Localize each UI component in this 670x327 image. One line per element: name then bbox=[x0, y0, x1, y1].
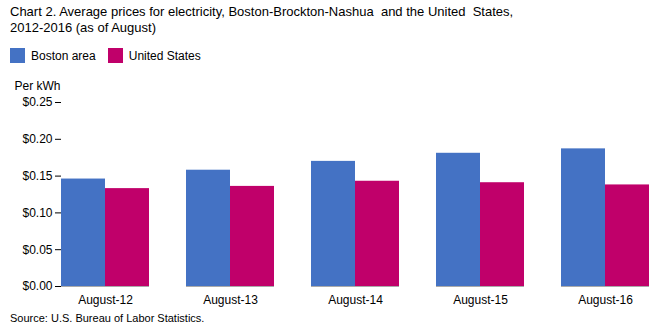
svg-text:August-16: August-16 bbox=[578, 293, 633, 307]
svg-text:$0.20: $0.20 bbox=[22, 132, 52, 146]
html-text:Source: U.S. Bureau of Labor S: Source: U.S. Bureau of Labor Statistics. bbox=[10, 312, 205, 324]
svg-text:August-15: August-15 bbox=[453, 293, 508, 307]
svg-text:$0.15: $0.15 bbox=[22, 169, 52, 183]
svg-text:August-13: August-13 bbox=[203, 293, 258, 307]
svg-text:Per kWh: Per kWh bbox=[15, 79, 61, 93]
svg-text:$0.00: $0.00 bbox=[22, 279, 52, 293]
svg-text:August-14: August-14 bbox=[328, 293, 383, 307]
svg-text:$0.25: $0.25 bbox=[22, 95, 52, 109]
svg-text:$0.05: $0.05 bbox=[22, 243, 52, 257]
html-text:United States: United States bbox=[128, 48, 201, 63]
html-text:Chart 2. Average prices for el: Chart 2. Average prices for electricity,… bbox=[10, 4, 514, 19]
svg-text:August-12: August-12 bbox=[78, 293, 133, 307]
html-text:Boston area: Boston area bbox=[31, 48, 96, 63]
html-text:2012-2016 (as of August): 2012-2016 (as of August) bbox=[10, 20, 156, 35]
svg-text:$0.10: $0.10 bbox=[22, 206, 52, 220]
